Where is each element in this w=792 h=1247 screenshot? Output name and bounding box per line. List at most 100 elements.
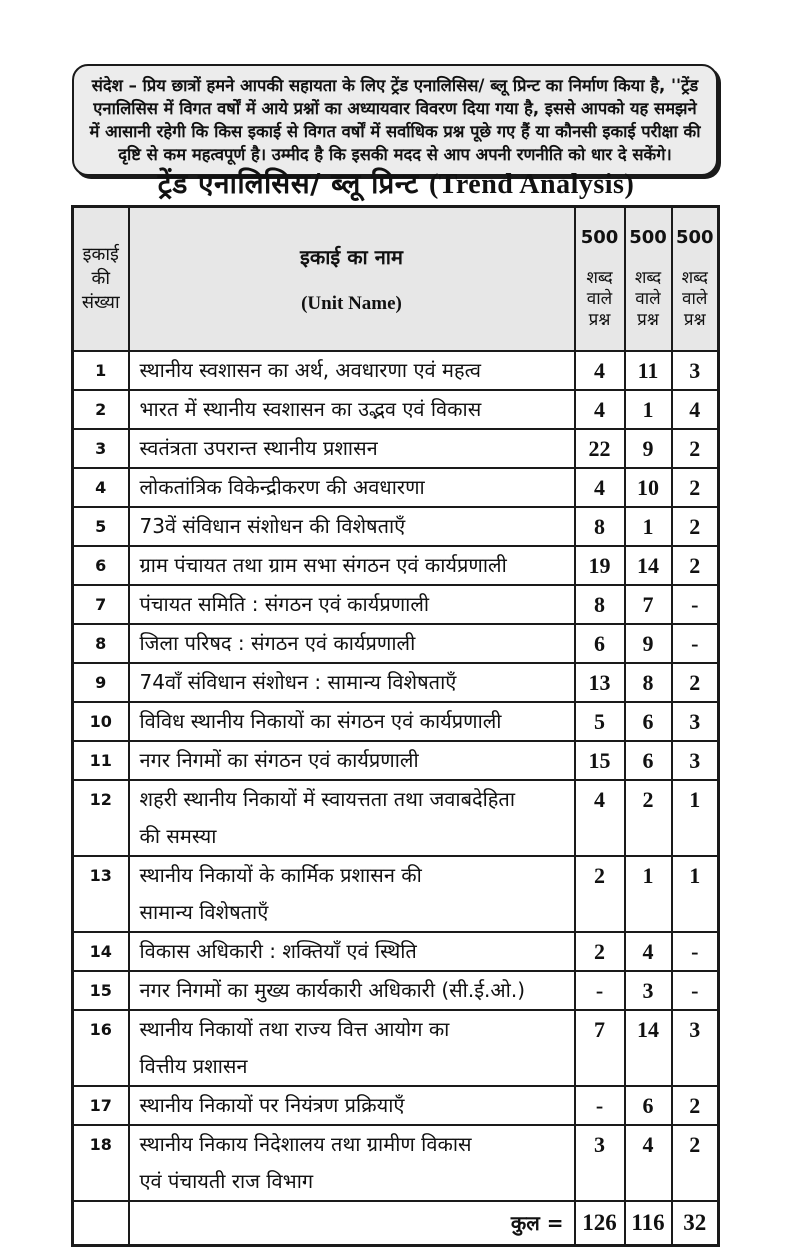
unit-name-cell: स्वतंत्रता उपरान्त स्थानीय प्रशासन: [127, 428, 576, 469]
unit-name-cell: नगर निगमों का मुख्य कार्यकारी अधिकारी (स…: [127, 970, 576, 1011]
unit-name-cell: विकास अधिकारी : शक्तियाँ एवं स्थिति: [127, 931, 576, 972]
table-row: 7 पंचायत समिति : संगठन एवं कार्यप्रणाली …: [71, 584, 720, 625]
unit-number-cell: 4: [71, 467, 130, 508]
q-value-cell-2: 9: [623, 623, 673, 664]
page-title-hindi: ट्रेंड एनालिसिस/ ब्लू प्रिन्ट: [157, 167, 419, 200]
q-value-cell-1: 3: [573, 1124, 626, 1202]
unit-name-cell: 73वें संविधान संशोधन की विशेषताएँ: [127, 506, 576, 547]
q-value-cell-1: 13: [573, 662, 626, 703]
table-row: 18 स्थानीय निकाय निदेशालय तथा ग्रामीण वि…: [71, 1124, 720, 1202]
header-unit-number: इकाई की संख्या: [71, 205, 130, 352]
table-row: 5 73वें संविधान संशोधन की विशेषताएँ 8 1 …: [71, 506, 720, 547]
unit-name-cell: भारत में स्थानीय स्वशासन का उद्भव एवं वि…: [127, 389, 576, 430]
unit-number-cell: 2: [71, 389, 130, 430]
table-row: 1 स्थानीय स्वशासन का अर्थ, अवधारणा एवं म…: [71, 350, 720, 391]
unit-name-cell: शहरी स्थानीय निकायों में स्वायत्तता तथा …: [127, 779, 576, 857]
total-value-3: 32: [670, 1200, 720, 1247]
table-row: 14 विकास अधिकारी : शक्तियाँ एवं स्थिति 2…: [71, 931, 720, 972]
table-row: 8 जिला परिषद : संगठन एवं कार्यप्रणाली 6 …: [71, 623, 720, 664]
unit-name-cell: जिला परिषद : संगठन एवं कार्यप्रणाली: [127, 623, 576, 664]
q-value-cell-1: 5: [573, 701, 626, 742]
q-value-cell-1: 15: [573, 740, 626, 781]
q-value-cell-3: 3: [670, 740, 720, 781]
unit-number-cell: 5: [71, 506, 130, 547]
q-value-cell-3: 2: [670, 1124, 720, 1202]
table-row: 12 शहरी स्थानीय निकायों में स्वायत्तता त…: [71, 779, 720, 857]
table-row: 3 स्वतंत्रता उपरान्त स्थानीय प्रशासन 22 …: [71, 428, 720, 469]
header-q-col-3-count: 500: [675, 227, 714, 248]
q-value-cell-2: 8: [623, 662, 673, 703]
q-value-cell-1: -: [573, 1085, 626, 1126]
unit-number-cell: 14: [71, 931, 130, 972]
unit-number-cell: 18: [71, 1124, 130, 1202]
q-value-cell-2: 14: [623, 1009, 673, 1087]
q-value-cell-1: 7: [573, 1009, 626, 1087]
q-value-cell-3: 3: [670, 701, 720, 742]
table-row: 11 नगर निगमों का संगठन एवं कार्यप्रणाली …: [71, 740, 720, 781]
header-unit-name-hindi: इकाई का नाम: [300, 244, 403, 269]
unit-name-cell: लोकतांत्रिक विकेन्द्रीकरण की अवधारणा: [127, 467, 576, 508]
q-value-cell-1: 4: [573, 389, 626, 430]
q-value-cell-1: 4: [573, 779, 626, 857]
q-value-cell-3: 2: [670, 428, 720, 469]
total-value-1: 126: [573, 1200, 626, 1247]
table-row: 15 नगर निगमों का मुख्य कार्यकारी अधिकारी…: [71, 970, 720, 1011]
q-value-cell-2: 2: [623, 779, 673, 857]
q-value-cell-1: -: [573, 970, 626, 1011]
q-value-cell-3: 2: [670, 506, 720, 547]
header-q-col-1-label: शब्द वाले प्रश्न: [586, 268, 613, 330]
q-value-cell-2: 11: [623, 350, 673, 391]
q-value-cell-1: 8: [573, 506, 626, 547]
q-value-cell-3: 2: [670, 1085, 720, 1126]
unit-number-cell: 3: [71, 428, 130, 469]
q-value-cell-3: 3: [670, 350, 720, 391]
trend-analysis-table: इकाई की संख्या इकाई का नाम (Unit Name) 5…: [71, 205, 720, 1247]
page-title: ट्रेंड एनालिसिस/ ब्लू प्रिन्ट (Trend Ana…: [0, 164, 792, 202]
header-unit-name: इकाई का नाम (Unit Name): [127, 205, 576, 352]
q-value-cell-2: 9: [623, 428, 673, 469]
header-unit-name-english: (Unit Name): [301, 292, 402, 314]
q-value-cell-1: 4: [573, 467, 626, 508]
q-value-cell-3: -: [670, 970, 720, 1011]
q-value-cell-1: 8: [573, 584, 626, 625]
table-row: 16 स्थानीय निकायों तथा राज्य वित्त आयोग …: [71, 1009, 720, 1087]
q-value-cell-1: 2: [573, 855, 626, 933]
q-value-cell-2: 1: [623, 389, 673, 430]
q-value-cell-2: 4: [623, 1124, 673, 1202]
unit-number-cell: 7: [71, 584, 130, 625]
q-value-cell-2: 10: [623, 467, 673, 508]
unit-name-cell: स्थानीय निकाय निदेशालय तथा ग्रामीण विकास…: [127, 1124, 576, 1202]
q-value-cell-1: 2: [573, 931, 626, 972]
q-value-cell-3: -: [670, 584, 720, 625]
q-value-cell-3: 1: [670, 855, 720, 933]
table-row: 4 लोकतांत्रिक विकेन्द्रीकरण की अवधारणा 4…: [71, 467, 720, 508]
unit-name-cell: स्थानीय निकायों तथा राज्य वित्त आयोग का …: [127, 1009, 576, 1087]
q-value-cell-1: 22: [573, 428, 626, 469]
unit-number-cell: 6: [71, 545, 130, 586]
q-value-cell-1: 19: [573, 545, 626, 586]
q-value-cell-2: 4: [623, 931, 673, 972]
table-row: 2 भारत में स्थानीय स्वशासन का उद्भव एवं …: [71, 389, 720, 430]
unit-number-cell: 12: [71, 779, 130, 857]
table-row: 6 ग्राम पंचायत तथा ग्राम सभा संगठन एवं क…: [71, 545, 720, 586]
q-value-cell-3: 2: [670, 467, 720, 508]
table-row: 13 स्थानीय निकायों के कार्मिक प्रशासन की…: [71, 855, 720, 933]
q-value-cell-2: 14: [623, 545, 673, 586]
q-value-cell-3: 3: [670, 1009, 720, 1087]
unit-number-cell: 13: [71, 855, 130, 933]
table-body: 1 स्थानीय स्वशासन का अर्थ, अवधारणा एवं म…: [71, 350, 720, 1202]
unit-name-cell: ग्राम पंचायत तथा ग्राम सभा संगठन एवं कार…: [127, 545, 576, 586]
message-box: संदेश – प्रिय छात्रों हमने आपकी सहायता क…: [72, 64, 718, 176]
unit-number-cell: 16: [71, 1009, 130, 1087]
header-q-col-2: 500 शब्द वाले प्रश्न: [623, 205, 673, 352]
header-q-col-3-label: शब्द वाले प्रश्न: [681, 268, 708, 330]
message-text: संदेश – प्रिय छात्रों हमने आपकी सहायता क…: [89, 76, 701, 164]
q-value-cell-3: 2: [670, 545, 720, 586]
total-empty-cell: [71, 1200, 130, 1247]
total-row: कुल = 126 116 32: [71, 1200, 720, 1247]
unit-number-cell: 1: [71, 350, 130, 391]
unit-number-cell: 10: [71, 701, 130, 742]
unit-name-cell: स्थानीय निकायों पर नियंत्रण प्रक्रियाएँ: [127, 1085, 576, 1126]
header-q-col-3: 500 शब्द वाले प्रश्न: [670, 205, 720, 352]
